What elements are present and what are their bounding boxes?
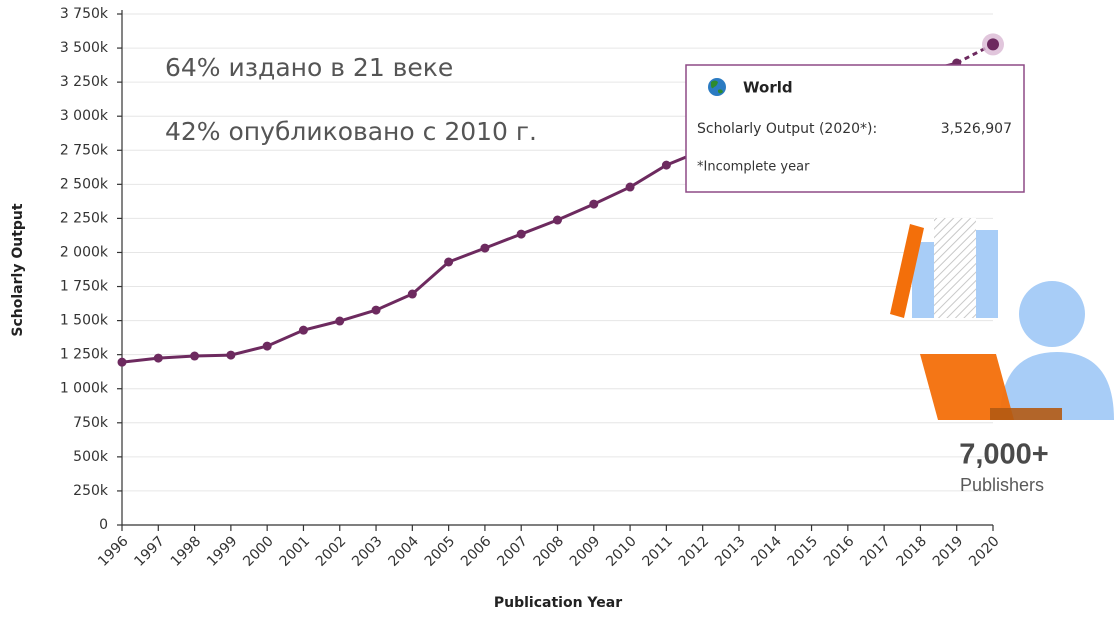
x-tick-label: 2014 xyxy=(748,533,785,570)
stat-label: Publishers xyxy=(960,475,1044,495)
x-tick-label: 2003 xyxy=(349,533,386,570)
icon-shape xyxy=(934,218,976,318)
x-tick-label: 2006 xyxy=(458,533,495,570)
x-tick-label: 2012 xyxy=(676,533,713,570)
y-tick-label: 250k xyxy=(73,483,109,499)
x-tick-label: 2002 xyxy=(313,533,350,570)
y-tick-label: 3 500k xyxy=(60,40,109,56)
data-point xyxy=(190,352,199,361)
annotation: 42% опубликовано с 2010 г. xyxy=(165,117,537,146)
y-tick-label: 3 750k xyxy=(60,6,109,22)
data-point xyxy=(662,161,671,170)
data-point xyxy=(480,244,489,253)
tooltip-label: Scholarly Output (2020*): xyxy=(697,121,877,137)
tooltip: World Scholarly Output (2020*): 3,526,90… xyxy=(686,65,1024,192)
annotation: 64% издано в 21 веке xyxy=(165,53,453,82)
x-tick-label: 2008 xyxy=(531,533,568,570)
y-tick-label: 1 250k xyxy=(60,347,109,363)
x-tick-label: 2015 xyxy=(785,533,822,570)
tooltip-value: 3,526,907 xyxy=(941,121,1012,137)
data-point xyxy=(226,351,235,360)
x-tick-label: 1997 xyxy=(131,533,168,570)
data-point xyxy=(299,326,308,335)
data-point xyxy=(335,317,344,326)
data-point xyxy=(372,306,381,315)
data-point xyxy=(553,216,562,225)
y-tick-label: 1 500k xyxy=(60,313,109,329)
x-tick-label: 2019 xyxy=(930,533,967,570)
x-tick-label: 2011 xyxy=(640,533,677,570)
x-tick-label: 1996 xyxy=(95,533,132,570)
icon-shape xyxy=(990,408,1062,420)
data-point xyxy=(263,342,272,351)
y-tick-label: 750k xyxy=(73,415,109,431)
x-tick-label: 1999 xyxy=(204,533,241,570)
tooltip-title: World xyxy=(743,79,793,97)
y-tick-label: 3 250k xyxy=(60,74,109,90)
data-point xyxy=(408,290,417,299)
publishers-icon xyxy=(890,218,1114,420)
x-tick-label: 2005 xyxy=(422,533,459,570)
y-tick-label: 1 000k xyxy=(60,381,109,397)
y-tick-label: 2 750k xyxy=(60,142,109,158)
data-point xyxy=(626,183,635,192)
y-tick-label: 1 750k xyxy=(60,279,109,295)
x-tick-label: 2004 xyxy=(385,533,422,570)
y-axis-title: Scholarly Output xyxy=(10,203,26,336)
x-tick-label: 2020 xyxy=(966,533,1003,570)
x-tick-label: 2018 xyxy=(894,533,931,570)
globe-icon xyxy=(708,78,726,96)
x-tick-label: 2016 xyxy=(821,533,858,570)
x-tick-label: 2017 xyxy=(857,533,894,570)
x-tick-label: 2007 xyxy=(494,533,531,570)
y-tick-label: 3 000k xyxy=(60,108,109,124)
x-tick-label: 1998 xyxy=(168,533,205,570)
y-tick-label: 2 500k xyxy=(60,176,109,192)
y-tick-label: 0 xyxy=(99,517,108,533)
data-point xyxy=(444,258,453,267)
x-tick-label: 2001 xyxy=(277,533,314,570)
x-tick-label: 2010 xyxy=(603,533,640,570)
x-tick-label: 2013 xyxy=(712,533,749,570)
data-point xyxy=(987,38,999,50)
x-axis-title: Publication Year xyxy=(494,595,622,611)
data-point xyxy=(154,354,163,363)
data-point xyxy=(517,230,526,239)
data-point xyxy=(118,358,127,367)
y-tick-label: 2 250k xyxy=(60,210,109,226)
y-tick-label: 500k xyxy=(73,449,109,465)
x-tick-label: 2000 xyxy=(240,533,277,570)
icon-shape xyxy=(1019,281,1085,347)
stat-value: 7,000+ xyxy=(959,439,1049,471)
tooltip-note: *Incomplete year xyxy=(697,160,810,175)
chart: 0 250k 500k 750k 1 000k 1 250k 1 500k 1 750k 2 0… xyxy=(0,0,1115,617)
x-tick-label: 2009 xyxy=(567,533,604,570)
y-tick-label: 2 000k xyxy=(60,244,109,260)
icon-shape xyxy=(976,230,998,318)
data-point xyxy=(589,200,598,209)
